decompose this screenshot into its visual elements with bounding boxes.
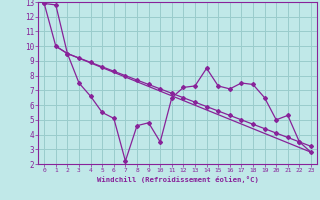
- X-axis label: Windchill (Refroidissement éolien,°C): Windchill (Refroidissement éolien,°C): [97, 176, 259, 183]
